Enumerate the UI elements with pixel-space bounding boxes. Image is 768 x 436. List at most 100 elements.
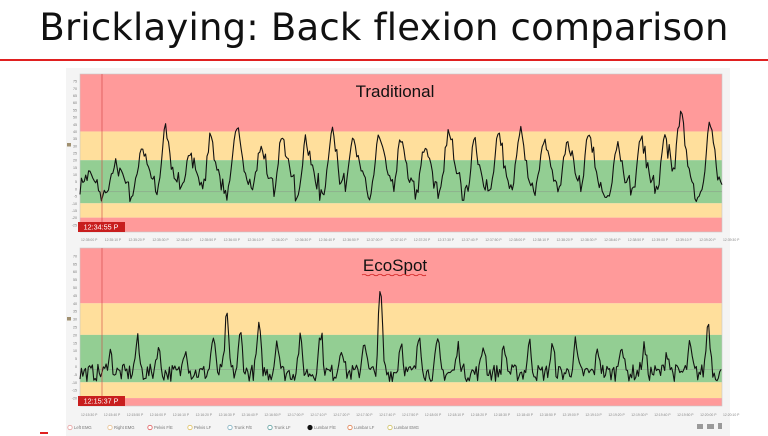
trash-icon <box>718 423 722 429</box>
y-tick-label: 70 <box>73 87 77 91</box>
cursor-time-label: 12:34:55 P <box>84 223 119 232</box>
x-tick-label: 12:15:40 P <box>104 413 121 417</box>
x-tick-label: 12:36:50 P <box>343 238 360 242</box>
y-tick-label: 65 <box>73 262 77 266</box>
y-tick-label: 20 <box>73 159 77 163</box>
y-tick-label: 35 <box>73 310 77 314</box>
x-tick-label: 12:18:40 P <box>517 413 534 417</box>
x-tick-label: 12:17:00 P <box>287 413 304 417</box>
x-tick-label: 12:18:00 P <box>425 413 442 417</box>
x-tick-label: 12:37:00 P <box>366 238 383 242</box>
x-tick-label: 12:37:30 P <box>438 238 455 242</box>
x-tick-label: 12:17:50 P <box>402 413 419 417</box>
cursor-time-badge <box>78 396 125 406</box>
y-tick-label: 65 <box>73 94 77 98</box>
video-icon <box>707 424 714 429</box>
y-tick-label: 55 <box>73 278 77 282</box>
y-tick-label: 5 <box>75 180 77 184</box>
legend-marker <box>147 424 153 431</box>
x-tick-label: 12:18:30 P <box>494 413 511 417</box>
x-tick-label: 12:19:20 P <box>608 413 625 417</box>
zone-yellow-3 <box>80 203 722 218</box>
slide-title: Bricklaying: Back flexion comparison <box>39 6 729 49</box>
x-tick-label: 12:39:00 P <box>652 238 669 242</box>
x-tick-label: 12:39:30 P <box>723 238 740 242</box>
y-tick-label: 60 <box>73 101 77 105</box>
x-tick-label: 12:17:30 P <box>356 413 373 417</box>
x-tick-label: 12:38:00 P <box>509 238 526 242</box>
x-tick-label: 12:18:20 P <box>471 413 488 417</box>
y-tick-label: 25 <box>73 326 77 330</box>
x-tick-label: 12:38:50 P <box>628 238 645 242</box>
y-tick-label: 40 <box>73 130 77 134</box>
x-tick-label: 12:38:20 P <box>557 238 574 242</box>
zone-yellow-1 <box>80 303 722 335</box>
zone-yellow-1 <box>80 131 722 161</box>
y-tick-label: 30 <box>73 318 77 322</box>
y-tick-label: -10 <box>72 381 77 385</box>
x-tick-label: 12:19:50 P <box>677 413 694 417</box>
x-tick-label: 12:35:30 P <box>152 238 169 242</box>
x-tick-label: 12:36:40 P <box>319 238 336 242</box>
x-tick-label: 12:35:40 P <box>176 238 193 242</box>
y-tick-label: 60 <box>73 270 77 274</box>
legend-label: Trunk F/E <box>234 425 252 430</box>
lumbar-fe-trace <box>79 291 722 383</box>
y-tick-label: 10 <box>73 173 77 177</box>
zone-red-4 <box>80 217 722 232</box>
lock-icon <box>67 317 71 321</box>
chart-title: EcoSpot <box>363 256 428 275</box>
legend-marker <box>307 424 313 431</box>
x-tick-label: 12:39:20 P <box>699 238 716 242</box>
y-tick-label: 10 <box>73 349 77 353</box>
x-tick-label: 12:35:50 P <box>200 238 217 242</box>
legend-label: Right EMG <box>114 425 134 430</box>
zone-green-2 <box>80 160 722 204</box>
y-tick-label: 30 <box>73 144 77 148</box>
legend-marker <box>107 424 113 431</box>
x-tick-label: 12:36:10 P <box>247 238 264 242</box>
x-tick-label: 12:15:50 P <box>127 413 144 417</box>
x-tick-label: 12:36:00 P <box>224 238 241 242</box>
x-tick-label: 12:35:10 P <box>105 238 122 242</box>
y-tick-label: 55 <box>73 108 77 112</box>
zone-yellow-3 <box>80 382 722 399</box>
x-tick-label: 12:19:40 P <box>654 413 671 417</box>
plot-frame <box>79 73 723 233</box>
x-tick-label: 12:17:40 P <box>379 413 396 417</box>
chart-panel-2: 7065605550454035302520151050-5-10-15-201… <box>67 247 740 417</box>
x-tick-label: 12:38:10 P <box>533 238 550 242</box>
legend-marker <box>67 424 73 431</box>
y-tick-label: 15 <box>73 341 77 345</box>
x-tick-label: 12:35:20 P <box>129 238 146 242</box>
x-tick-label: 12:16:10 P <box>173 413 190 417</box>
y-tick-label: -5 <box>74 373 77 377</box>
x-tick-label: 12:20:00 P <box>700 413 717 417</box>
x-tick-label: 12:37:40 P <box>461 238 478 242</box>
chart-panel-1: 757065605550454035302520151050-5-10-15-2… <box>67 73 740 242</box>
legend-marker <box>227 424 233 431</box>
x-tick-label: 12:18:10 P <box>448 413 465 417</box>
y-tick-label: 25 <box>73 152 77 156</box>
legend-label: Lumbar EMG <box>394 425 419 430</box>
title-divider <box>0 59 768 61</box>
y-tick-label: 35 <box>73 137 77 141</box>
y-tick-label: 40 <box>73 302 77 306</box>
y-tick-label: -20 <box>72 397 77 401</box>
y-tick-label: 0 <box>75 365 77 369</box>
lock-icon <box>67 143 71 147</box>
plot-frame <box>79 247 723 407</box>
y-tick-label: 0 <box>75 187 77 191</box>
y-tick-label: 70 <box>73 254 77 258</box>
x-tick-label: 12:39:10 P <box>675 238 692 242</box>
zone-green-2 <box>80 334 722 383</box>
legend-label: Trunk LF <box>274 425 291 430</box>
legend-label: Pelvis LF <box>194 425 212 430</box>
y-tick-label: -5 <box>74 195 77 199</box>
x-tick-label: 12:16:30 P <box>219 413 236 417</box>
x-tick-label: 12:20:10 P <box>723 413 740 417</box>
y-tick-label: 45 <box>73 294 77 298</box>
x-tick-label: 12:36:30 P <box>295 238 312 242</box>
y-tick-label: -10 <box>72 202 77 206</box>
y-tick-label: -15 <box>72 209 77 213</box>
